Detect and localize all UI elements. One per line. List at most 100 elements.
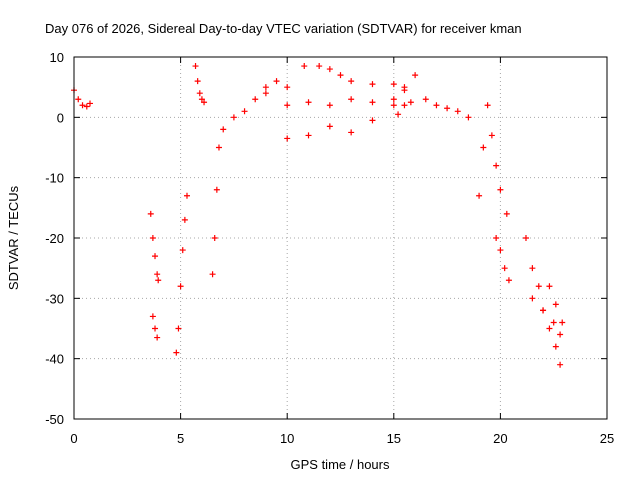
data-point — [540, 307, 547, 314]
data-point — [241, 108, 248, 115]
data-point — [262, 90, 269, 97]
series-seg-e — [192, 63, 208, 106]
data-point — [369, 99, 376, 106]
data-point — [220, 126, 227, 133]
data-point — [488, 132, 495, 139]
data-point — [262, 84, 269, 91]
data-point — [198, 96, 205, 103]
data-point — [305, 132, 312, 139]
series-seg-f — [209, 144, 222, 278]
series-seg-c — [149, 313, 161, 341]
data-point — [209, 271, 216, 278]
data-point — [305, 99, 312, 106]
data-point — [465, 114, 472, 121]
x-axis-label: GPS time / hours — [291, 457, 390, 472]
y-tick-label: -40 — [45, 352, 64, 367]
x-tick-label: 20 — [493, 431, 507, 446]
series-seg-b — [147, 210, 162, 284]
data-point — [407, 99, 414, 106]
data-point — [149, 313, 156, 320]
data-point — [147, 210, 154, 217]
data-point — [192, 63, 199, 70]
data-point — [326, 102, 333, 109]
series-seg-n — [493, 235, 512, 284]
data-point — [230, 114, 237, 121]
data-point — [503, 210, 510, 217]
data-point — [149, 235, 156, 241]
data-point — [326, 123, 333, 130]
data-point — [201, 99, 208, 106]
data-point — [183, 192, 190, 199]
data-point — [369, 117, 376, 124]
data-point — [390, 96, 397, 103]
data-point — [83, 103, 90, 110]
series-seg-l — [412, 72, 472, 121]
data-point — [390, 102, 397, 109]
x-tick-label: 0 — [70, 431, 77, 446]
data-point — [559, 319, 566, 326]
data-point — [501, 265, 508, 272]
series-seg-p — [529, 295, 564, 338]
data-points — [71, 63, 566, 368]
data-point — [480, 144, 487, 151]
series-seg-i — [301, 63, 408, 91]
data-point — [326, 66, 333, 73]
y-tick-label: -50 — [45, 412, 64, 427]
data-point — [348, 129, 355, 136]
x-tick-label: 25 — [600, 431, 614, 446]
data-point — [484, 102, 491, 109]
data-point — [152, 253, 159, 260]
data-point — [177, 283, 184, 290]
data-point — [179, 247, 186, 254]
data-point — [529, 265, 536, 272]
data-point — [476, 192, 483, 199]
series-seg-g — [220, 78, 291, 133]
y-tick-label: 0 — [57, 110, 64, 125]
data-point — [181, 216, 188, 223]
y-tick-label: -20 — [45, 231, 64, 246]
data-point — [369, 81, 376, 88]
x-tick-label: 5 — [177, 431, 184, 446]
data-point — [550, 319, 557, 326]
data-point — [337, 72, 344, 79]
data-point — [215, 144, 222, 151]
data-point — [552, 301, 559, 308]
data-point — [395, 111, 402, 118]
x-tick-label: 15 — [387, 431, 401, 446]
series-seg-d — [173, 192, 190, 356]
series-seg-m — [476, 102, 510, 217]
data-point — [194, 78, 201, 85]
data-point — [552, 343, 559, 350]
data-point — [348, 78, 355, 85]
data-point — [196, 90, 203, 97]
data-point — [152, 325, 159, 332]
data-point — [252, 96, 259, 103]
data-point — [546, 325, 553, 332]
grid — [74, 57, 607, 419]
y-axis-label: SDTVAR / TECUs — [6, 185, 21, 290]
data-point — [444, 105, 451, 112]
data-point — [401, 102, 408, 109]
data-point — [497, 186, 504, 193]
data-point — [505, 277, 512, 284]
data-point — [154, 271, 161, 278]
data-point — [301, 63, 308, 70]
data-point — [412, 72, 419, 79]
data-point — [557, 331, 564, 338]
data-point — [75, 96, 82, 103]
data-point — [154, 334, 161, 341]
series-seg-j — [284, 87, 408, 142]
data-point — [284, 102, 291, 109]
data-point — [529, 295, 536, 302]
y-tick-label: 10 — [50, 50, 64, 65]
data-point — [273, 78, 280, 85]
data-point — [535, 283, 542, 290]
chart-title: Day 076 of 2026, Sidereal Day-to-day VTE… — [45, 21, 522, 36]
series-seg-o — [522, 235, 564, 368]
data-point — [155, 277, 162, 284]
data-point — [493, 235, 500, 241]
data-point — [546, 283, 553, 290]
plot-frame — [73, 56, 608, 420]
